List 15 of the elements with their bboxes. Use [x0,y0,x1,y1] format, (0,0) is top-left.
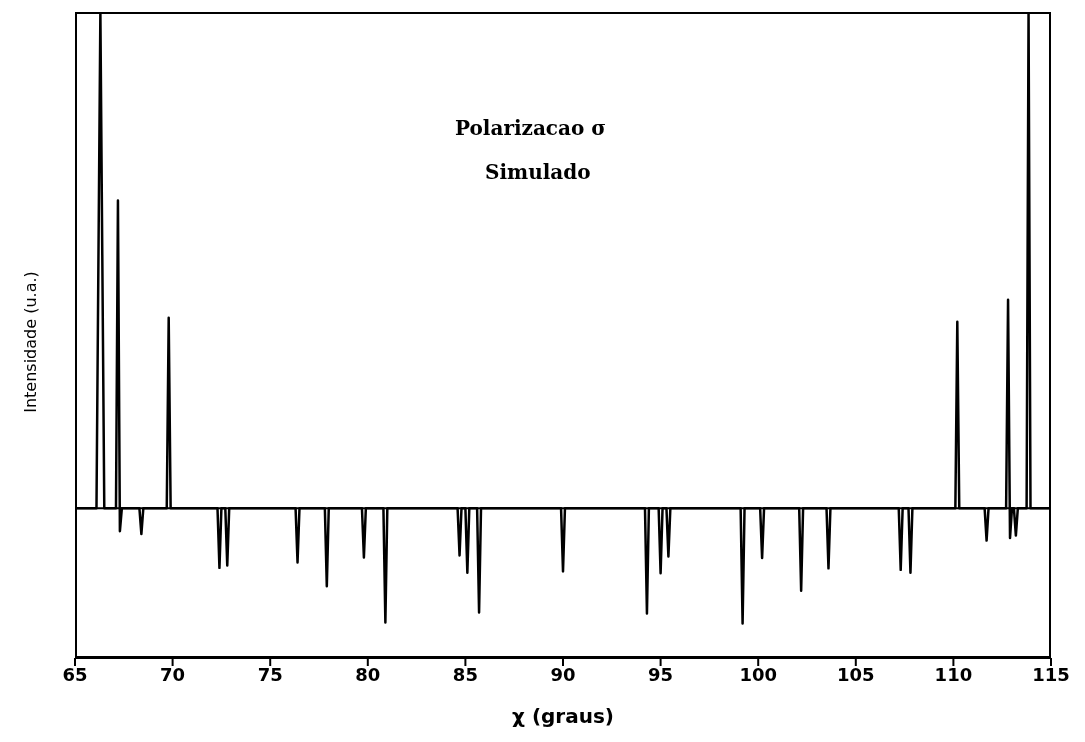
x-tick-label: 110 [934,663,973,685]
text: Simulado [485,160,591,184]
x-tick-label: 80 [355,663,381,685]
x-tick-label: 105 [837,663,875,685]
x-tick-label: 115 [1032,663,1070,685]
y-axis-title: Intensidade (u.a.) [20,271,40,413]
x-tick-label: 75 [257,663,283,685]
text: Polarizacao σ [455,116,607,140]
x-tick-label: 90 [550,663,576,685]
x-axis-title: χ (graus) [512,704,614,728]
x-tick-label: 85 [452,663,478,685]
x-tick-label: 65 [62,663,88,685]
x-tick-label: 100 [739,663,777,685]
x-tick-label: 70 [160,663,186,685]
x-tick-label: 95 [648,663,674,685]
